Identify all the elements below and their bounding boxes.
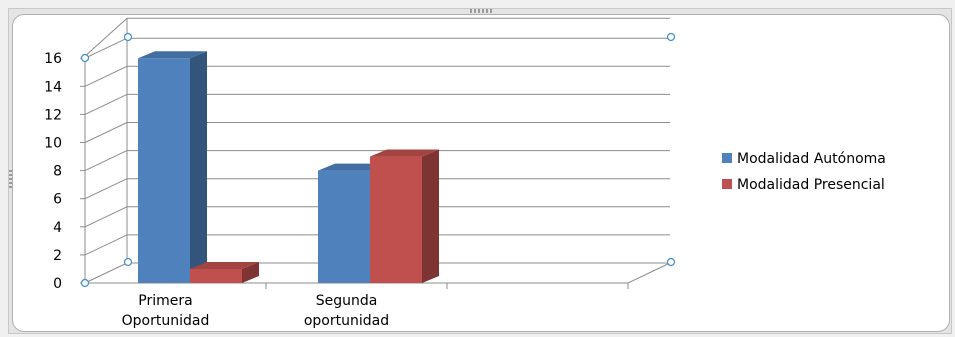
legend-swatch: [722, 179, 732, 189]
bar-side: [190, 51, 207, 284]
legend-label: Modalidad Autónoma: [737, 151, 886, 167]
gridline-depth: [84, 65, 128, 87]
y-tick-label: 16: [44, 51, 62, 67]
y-tick-label: 4: [53, 220, 62, 236]
selection-handles: [80, 32, 676, 288]
bar: [138, 58, 190, 284]
bar-top: [190, 261, 259, 269]
y-tick-label: 6: [53, 192, 62, 208]
bar-side: [422, 149, 439, 283]
selection-handle: [80, 278, 90, 288]
bar: [190, 268, 242, 283]
bar: [370, 156, 422, 283]
selection-handle: [80, 53, 90, 63]
x-category-label: oportunidad: [304, 313, 389, 329]
axis-labels: 0 2 4 6 8 10 12 14 16 Primera Oportunidad Segunda op…: [44, 51, 389, 329]
bar-top: [318, 163, 387, 171]
selection-handle: [123, 257, 133, 267]
bars: [138, 51, 439, 284]
y-tick-label: 10: [44, 136, 62, 152]
y-tick-label: 12: [44, 107, 62, 123]
resize-handle-top[interactable]: [470, 9, 494, 13]
gridline-depth: [84, 150, 128, 172]
bar-side: [242, 261, 259, 283]
y-tick-label: 14: [44, 79, 62, 95]
gridline-depth: [84, 122, 128, 143]
x-category-label: Primera: [138, 293, 192, 309]
floor-right-edge: [627, 262, 671, 284]
bar: [318, 170, 370, 283]
gridline-depth: [84, 37, 128, 59]
legend-swatch: [722, 153, 732, 163]
selection-handle: [123, 32, 133, 42]
bar-top: [370, 149, 439, 157]
gridline-depth-top: [84, 17, 128, 57]
resize-handle-left[interactable]: [9, 168, 12, 188]
x-category-label: Segunda: [316, 293, 378, 309]
y-tick-label: 2: [53, 248, 62, 264]
y-tick-label: 0: [53, 276, 62, 292]
y-tick-label: 8: [53, 164, 62, 180]
x-category-label: Oportunidad: [122, 313, 210, 329]
gridline-depth: [84, 178, 128, 200]
selection-handle: [666, 257, 676, 267]
bar-top: [138, 51, 207, 59]
gridline-depth: [84, 234, 128, 256]
gridline-depth: [84, 262, 128, 284]
legend-label: Modalidad Presencial: [737, 177, 885, 193]
gridline-depth: [84, 93, 128, 115]
gridline-depth: [84, 206, 128, 228]
selection-handle: [666, 32, 676, 42]
legend: Modalidad Autónoma Modalidad Presencial: [722, 151, 886, 193]
